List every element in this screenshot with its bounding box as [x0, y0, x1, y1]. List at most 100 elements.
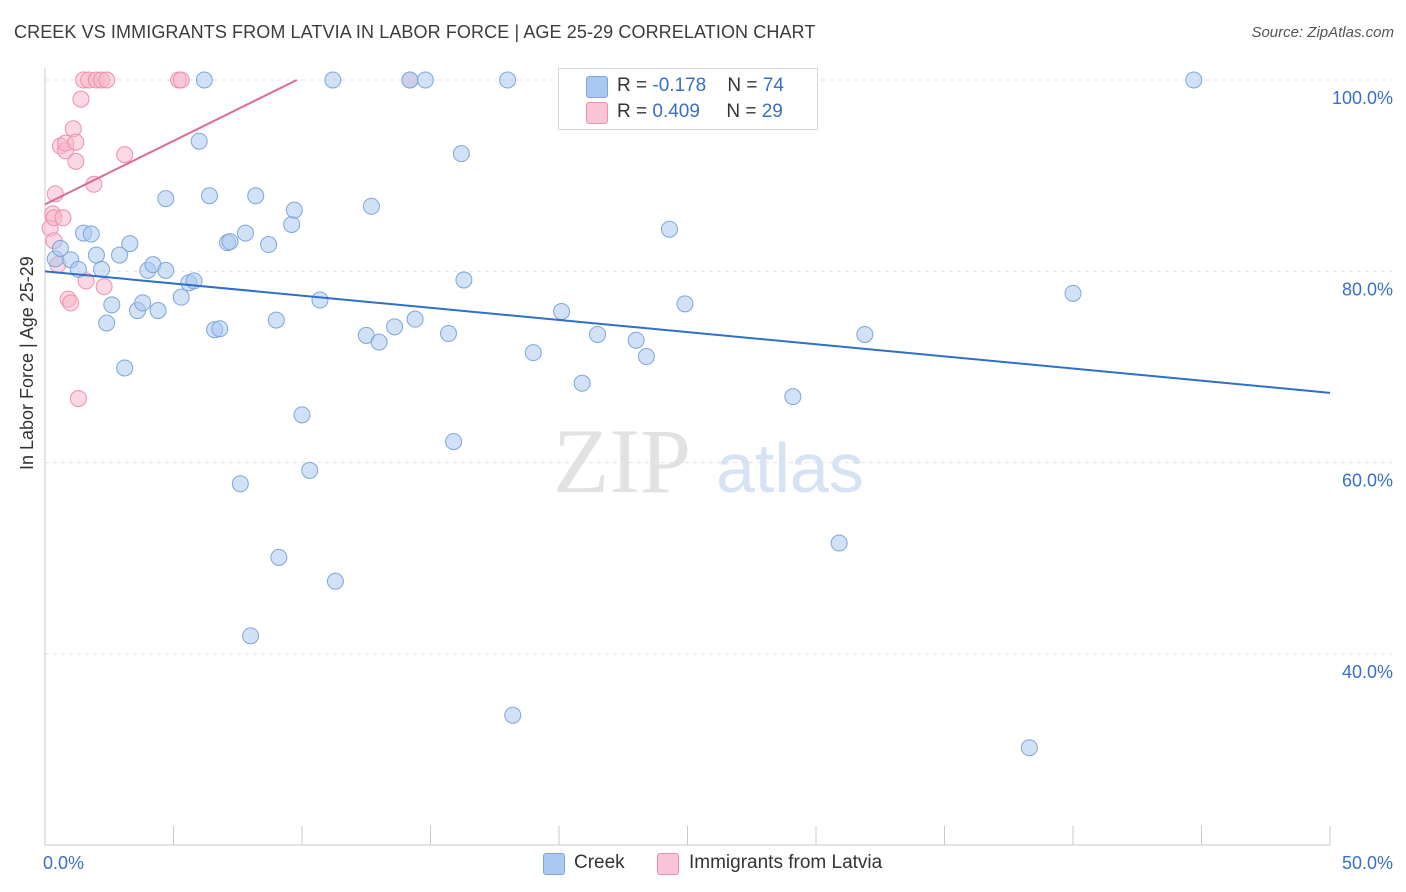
- legend-n-value: 74: [762, 75, 784, 96]
- x-tick-label: 50.0%: [1342, 853, 1393, 873]
- y-tick-label: 60.0%: [1342, 471, 1393, 491]
- creek-point: [661, 220, 679, 238]
- creek-point: [242, 627, 260, 645]
- latvia-swatch: [586, 102, 608, 124]
- latvia-point: [172, 71, 190, 89]
- y-tick-label: 40.0%: [1342, 662, 1393, 682]
- creek-point: [87, 246, 105, 264]
- creek-point: [401, 71, 419, 89]
- latvia-point: [69, 390, 87, 408]
- creek-point: [211, 320, 229, 338]
- creek-point: [121, 235, 139, 253]
- latvia-point: [98, 71, 116, 89]
- creek-point: [231, 475, 249, 493]
- creek-point: [370, 333, 388, 351]
- latvia-point: [54, 209, 72, 227]
- creek-point: [236, 224, 254, 242]
- creek-point: [247, 187, 265, 205]
- legend-n-label: N =: [726, 101, 762, 122]
- creek-point: [285, 201, 303, 219]
- y-tick-label: 80.0%: [1342, 279, 1393, 299]
- bottom-legend-creek-swatch: [543, 853, 565, 875]
- latvia-point: [116, 146, 134, 164]
- watermark-atlas: atlas: [716, 429, 864, 507]
- bottom-legend-latvia: Immigrants from Latvia: [689, 852, 883, 873]
- creek-point: [784, 388, 802, 406]
- latvia-point: [67, 133, 85, 151]
- creek-point: [301, 461, 319, 479]
- creek-point: [1185, 71, 1203, 89]
- creek-point: [200, 187, 218, 205]
- creek-point: [82, 225, 100, 243]
- creek-point: [283, 215, 301, 233]
- legend-n-value: 29: [761, 101, 783, 122]
- trend-lines: [44, 79, 1331, 394]
- creek-point: [455, 271, 473, 289]
- creek-point: [103, 296, 121, 314]
- creek-point: [134, 294, 152, 312]
- chart-title: CREEK VS IMMIGRANTS FROM LATVIA IN LABOR…: [14, 22, 816, 42]
- x-tick-label: 0.0%: [43, 853, 84, 873]
- creek-point: [445, 433, 463, 451]
- y-tick-label: 100.0%: [1332, 88, 1393, 108]
- creek-point: [190, 132, 208, 150]
- watermark: ZIP atlas: [553, 410, 864, 512]
- creek-point: [1064, 284, 1082, 302]
- creek-point: [499, 71, 517, 89]
- creek-swatch: [586, 76, 608, 98]
- legend-r-label: R =: [617, 101, 653, 122]
- legend-r-value: 0.409: [652, 101, 700, 122]
- creek-point: [386, 318, 404, 336]
- creek-point: [157, 261, 175, 279]
- creek-trend-line: [44, 270, 1331, 394]
- legend-r-value: -0.178: [652, 75, 707, 96]
- creek-point: [116, 359, 134, 377]
- creek-point: [111, 246, 129, 264]
- latvia-point: [62, 294, 80, 312]
- creek-point: [293, 406, 311, 424]
- creek-point: [51, 239, 69, 257]
- series-creek-points: [46, 71, 1203, 757]
- creek-point: [157, 190, 175, 208]
- latvia-point: [67, 152, 85, 170]
- creek-point: [452, 145, 470, 163]
- latvia-trend-line: [44, 79, 298, 206]
- creek-point: [1020, 739, 1038, 757]
- latvia-point: [95, 278, 113, 296]
- creek-point: [93, 260, 111, 278]
- creek-point: [830, 534, 848, 552]
- creek-point: [589, 325, 607, 343]
- creek-point: [504, 706, 522, 724]
- creek-point: [98, 314, 116, 332]
- bottom-legend-latvia-swatch: [657, 853, 679, 875]
- creek-point: [324, 71, 342, 89]
- creek-point: [311, 291, 329, 309]
- creek-point: [172, 288, 190, 306]
- creek-point: [676, 295, 694, 313]
- creek-point: [637, 347, 655, 365]
- grid-lines: [45, 79, 1392, 655]
- y-axis-label: In Labor Force | Age 25-29: [17, 256, 37, 470]
- legend-row-creek: R = -0.178 N = 74: [617, 75, 784, 97]
- latvia-point: [72, 90, 90, 108]
- creek-point: [362, 197, 380, 215]
- creek-point: [270, 548, 288, 566]
- watermark-zip: ZIP: [553, 410, 691, 512]
- creek-point: [267, 311, 285, 329]
- source-label: Source: ZipAtlas.com: [1251, 24, 1394, 41]
- bottom-legend-creek: Creek: [574, 852, 625, 873]
- legend-r-label: R =: [617, 75, 653, 96]
- creek-point: [573, 374, 591, 392]
- creek-point: [439, 325, 457, 343]
- creek-point: [326, 572, 344, 590]
- creek-point: [149, 302, 167, 320]
- axes: [44, 68, 1331, 846]
- creek-point: [260, 236, 278, 254]
- legend-row-latvia: R = 0.409 N = 29: [617, 101, 783, 123]
- correlation-legend: R = -0.178 N = 74 R = 0.409 N = 29: [558, 68, 818, 130]
- creek-point: [553, 303, 571, 321]
- creek-point: [416, 71, 434, 89]
- latvia-point: [85, 175, 103, 193]
- creek-point: [406, 310, 424, 328]
